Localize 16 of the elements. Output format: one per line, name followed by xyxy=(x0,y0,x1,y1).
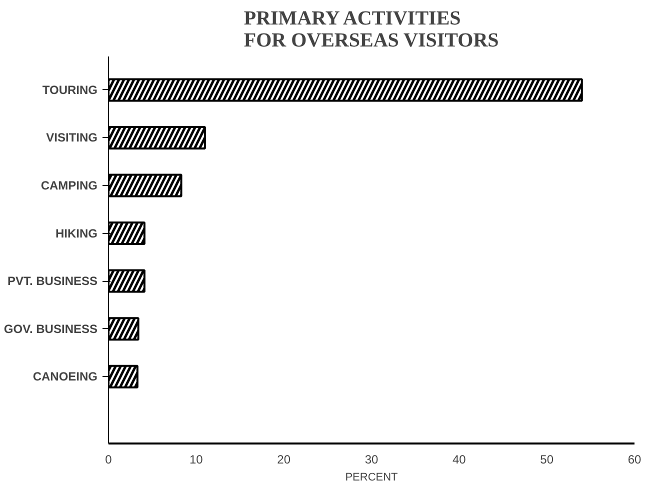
y-tick-label: CAMPING xyxy=(40,178,98,192)
x-tick-label: 10 xyxy=(189,452,204,466)
y-tick-label: HIKING xyxy=(56,226,98,240)
y-tick-label: PVT. BUSINESS xyxy=(7,274,98,288)
x-tick-label: 20 xyxy=(277,452,291,466)
x-tick-label: 60 xyxy=(628,452,642,466)
x-tick-label: 40 xyxy=(452,452,466,466)
y-tick-label: CANOEING xyxy=(32,370,98,384)
x-tick-label: 50 xyxy=(540,452,554,466)
y-tick-label: TOURING xyxy=(42,82,98,97)
x-axis-title: PERCENT xyxy=(345,472,398,484)
x-tick-label: 0 xyxy=(105,452,112,466)
y-tick-label: VISITING xyxy=(46,130,98,145)
y-tick-label: GOV. BUSINESS xyxy=(4,322,98,336)
chart-title: PRIMARY ACTIVITIES FOR OVERSEAS VISITORS xyxy=(244,8,499,52)
x-tick-label: 30 xyxy=(364,452,378,466)
